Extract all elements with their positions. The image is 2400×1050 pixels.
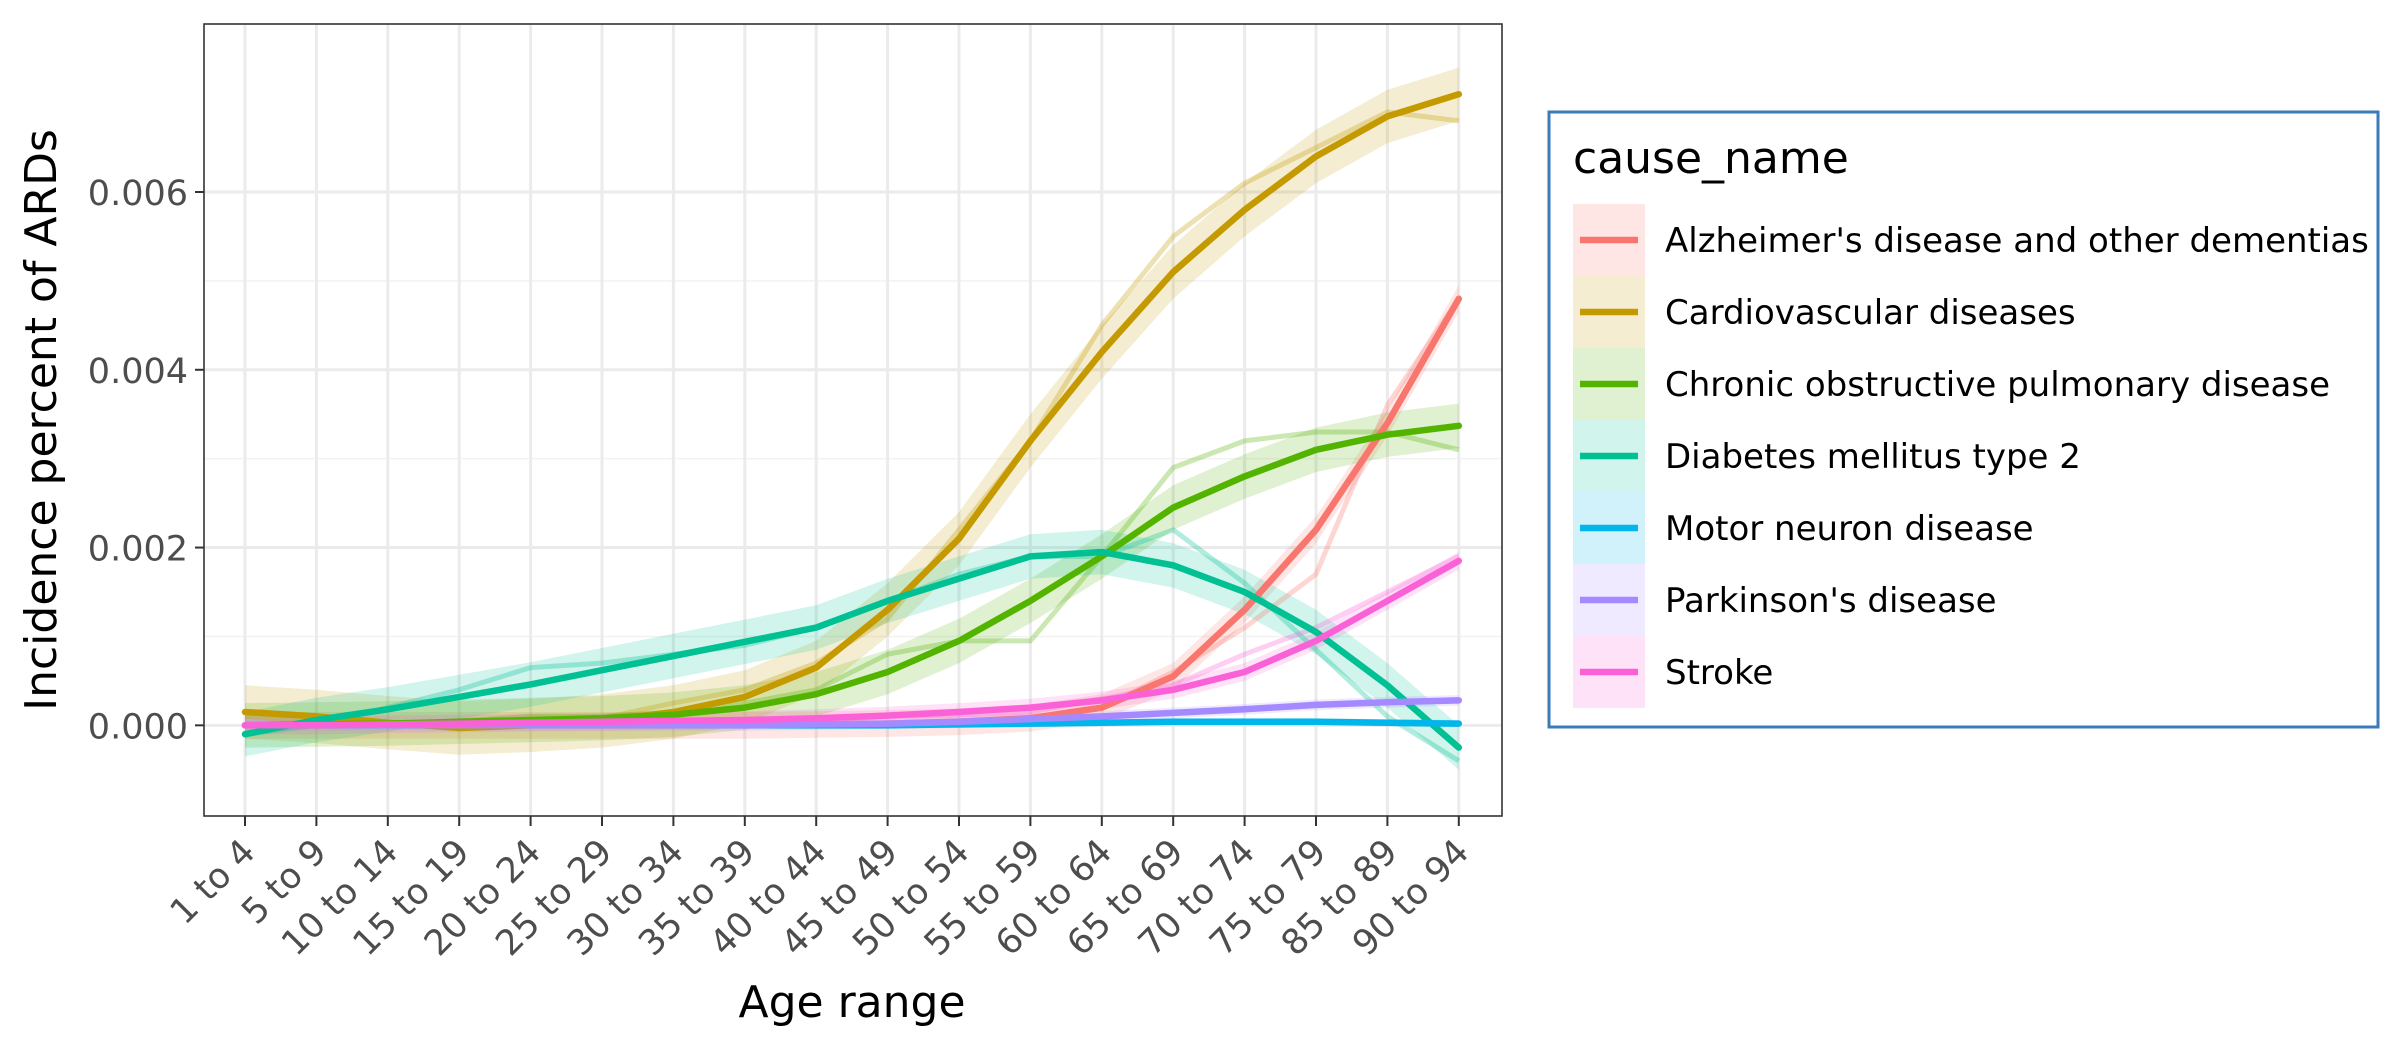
y-tick-label: 0.002 bbox=[88, 530, 188, 570]
legend-label: Stroke bbox=[1665, 653, 1773, 693]
legend-label: Cardiovascular diseases bbox=[1665, 293, 2076, 333]
y-tick-label: 0.004 bbox=[88, 352, 188, 392]
confidence-band bbox=[245, 552, 1459, 735]
plot-panel-border bbox=[203, 23, 1503, 817]
x-axis-title: Age range bbox=[738, 977, 965, 1028]
legend-label: Chronic obstructive pulmonary disease bbox=[1665, 365, 2330, 405]
legend-label: Motor neuron disease bbox=[1665, 509, 2034, 549]
series-line bbox=[241, 548, 1463, 751]
y-axis: 0.000 0.002 0.004 0.006 bbox=[88, 174, 204, 747]
legend-title: cause_name bbox=[1573, 133, 1849, 184]
series-line bbox=[241, 557, 1463, 729]
legend-items: Alzheimer's disease and other dementias C… bbox=[1573, 204, 2369, 708]
legend-label: Alzheimer's disease and other dementias bbox=[1665, 221, 2369, 261]
y-axis-title: Incidence percent of ARDs bbox=[16, 129, 67, 711]
legend: cause_name Alzheimer's disease and other… bbox=[1547, 110, 2380, 729]
legend-box bbox=[1547, 110, 2380, 729]
y-tick-label: 0.000 bbox=[88, 707, 188, 747]
grid bbox=[204, 24, 1502, 816]
legend-label: Parkinson's disease bbox=[1665, 581, 1997, 621]
legend-label: Diabetes mellitus type 2 bbox=[1665, 437, 2081, 477]
y-tick-label: 0.006 bbox=[88, 174, 188, 214]
series-lines bbox=[241, 90, 1463, 751]
